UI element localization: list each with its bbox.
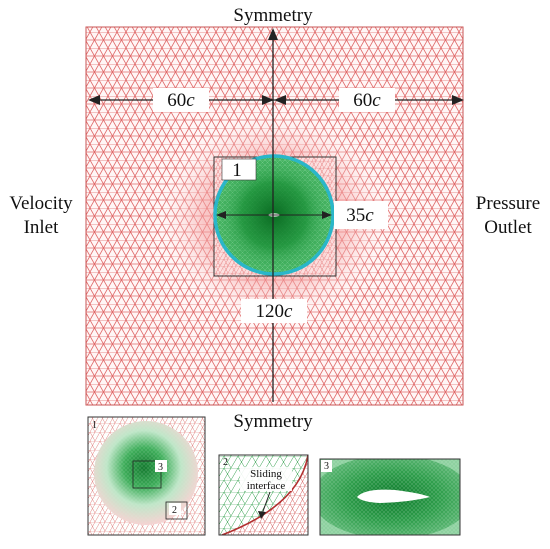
- sliding-interface-ring: [213, 154, 335, 276]
- inset-2-annotation-line2: interface: [247, 480, 286, 492]
- inset-1-zoom-box-2: [165, 501, 188, 520]
- inset-3-airfoil: [357, 489, 430, 503]
- center-left-arrowhead: [262, 95, 274, 105]
- inset-1-zoom-box-3: [132, 460, 162, 489]
- dim-left-label: 60c: [167, 90, 195, 111]
- dim-total-label: 120c: [256, 301, 294, 322]
- inset-2: 2 Sliding interface: [218, 454, 309, 536]
- dim-left-bg: [153, 88, 209, 112]
- left-boundary-label-line2: Inlet: [24, 217, 60, 238]
- top-boundary-label: Symmetry: [233, 5, 313, 26]
- right-arrowhead: [452, 95, 464, 105]
- inset-1: 1 3 2: [87, 416, 206, 536]
- left-arrowhead: [88, 95, 100, 105]
- inset-2-tag: 2: [223, 457, 228, 468]
- inner-diameter-right-arrowhead: [322, 211, 332, 219]
- center-right-arrowhead: [274, 95, 286, 105]
- dim-inner-bg: [334, 201, 388, 229]
- left-boundary-label-line1: Velocity: [9, 193, 73, 214]
- dim-right-bg: [339, 88, 395, 112]
- inset-1-tag: 1: [92, 420, 97, 431]
- inset-2-annotation-line1: Sliding: [250, 468, 282, 480]
- inset-1-sub-label-a: 3: [158, 462, 163, 473]
- dim-inner-label: 35c: [346, 205, 374, 226]
- dim-total-bg: [241, 299, 307, 323]
- inset-1-sub-label-b: 2: [172, 505, 177, 516]
- right-boundary-label-line2: Outlet: [484, 217, 532, 238]
- dim-right-label: 60c: [353, 90, 381, 111]
- bottom-boundary-label: Symmetry: [233, 411, 313, 432]
- zone-marker-label: 1: [232, 160, 242, 181]
- inset-3-tag: 3: [324, 461, 329, 472]
- right-boundary-label-line1: Pressure: [476, 193, 540, 214]
- inset-3: 3: [319, 458, 461, 536]
- inner-diameter-left-arrowhead: [216, 211, 226, 219]
- vertical-axis-arrowhead: [268, 28, 278, 40]
- inset-2-pointer-line: [261, 491, 271, 515]
- zone-marker-bg: [221, 158, 257, 181]
- inset-2-pointer-arrowhead: [258, 511, 266, 519]
